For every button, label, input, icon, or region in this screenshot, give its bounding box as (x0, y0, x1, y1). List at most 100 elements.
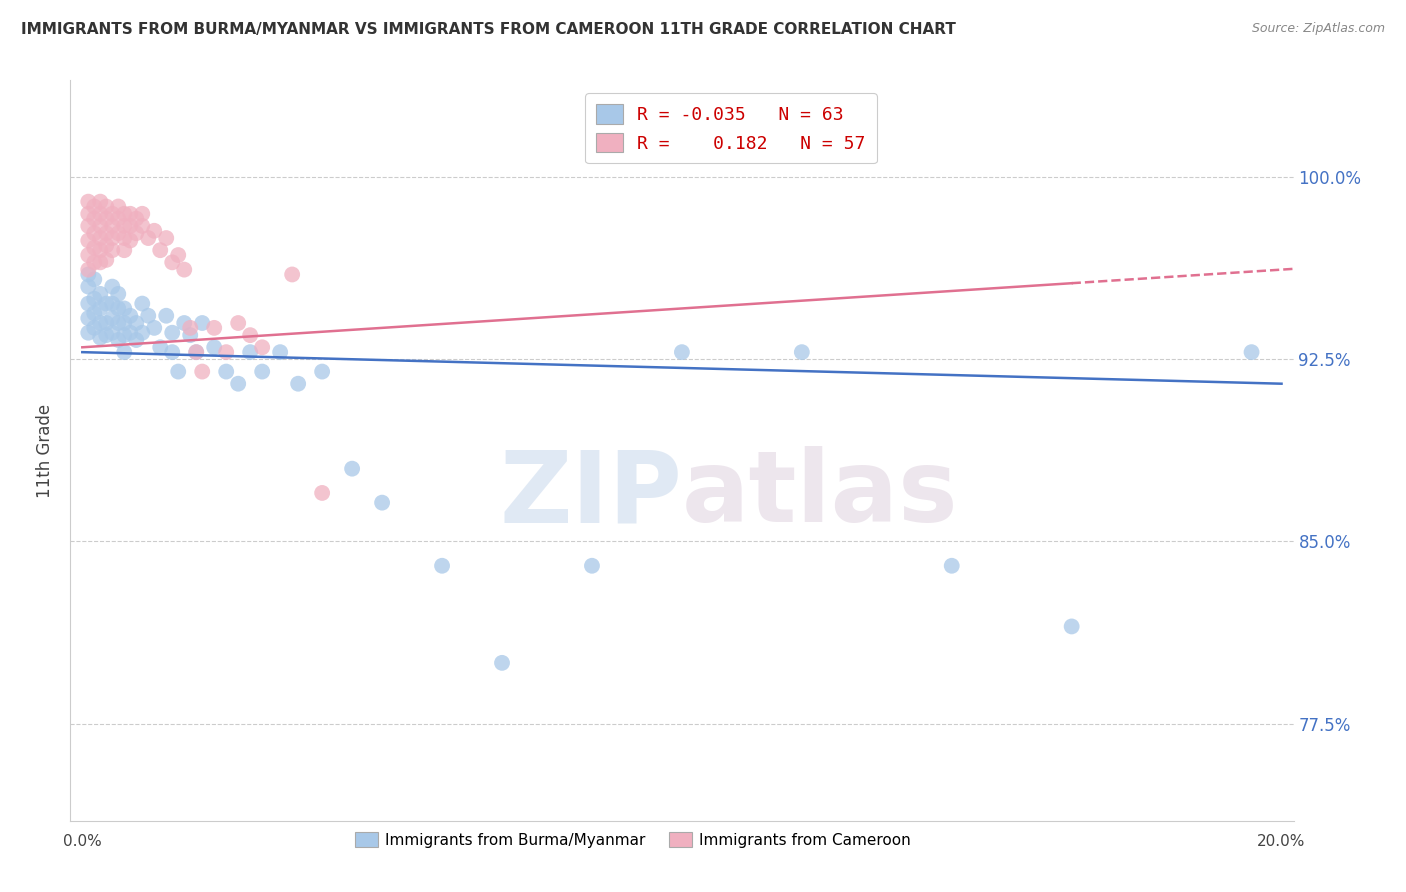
Point (101, 219, 124, 233)
Point (311, 365, 333, 379)
Point (287, 376, 309, 391)
Point (250, 340, 273, 354)
Point (226, 316, 249, 330)
Point (112, 231, 135, 245)
Point (83, 292, 105, 306)
Point (311, 486, 333, 500)
Y-axis label: 11th Grade: 11th Grade (37, 403, 55, 498)
Point (77, 279, 100, 293)
Point (96, 226, 118, 240)
Point (77, 296, 100, 310)
Point (149, 340, 172, 354)
Point (340, 461, 363, 475)
Point (202, 321, 225, 335)
Point (89, 194, 111, 209)
Point (131, 326, 153, 340)
Point (191, 365, 214, 379)
Point (149, 243, 172, 257)
Point (101, 207, 124, 221)
Point (77, 207, 100, 221)
Text: ZIP: ZIP (499, 446, 682, 543)
Point (96, 252, 118, 267)
Point (167, 365, 190, 379)
Point (89, 219, 111, 233)
Point (131, 207, 153, 221)
Point (215, 345, 238, 359)
Point (77, 234, 100, 248)
Point (77, 194, 100, 209)
Point (107, 333, 129, 347)
Point (101, 231, 124, 245)
Legend: Immigrants from Burma/Myanmar, Immigrants from Cameroon: Immigrants from Burma/Myanmar, Immigrant… (349, 825, 917, 854)
Point (186, 345, 208, 359)
Point (202, 340, 225, 354)
Text: atlas: atlas (682, 446, 959, 543)
Point (83, 226, 105, 240)
Point (226, 376, 249, 391)
Point (120, 219, 142, 233)
Point (96, 328, 118, 343)
Point (101, 279, 124, 293)
Text: IMMIGRANTS FROM BURMA/MYANMAR VS IMMIGRANTS FROM CAMEROON 11TH GRADE CORRELATION: IMMIGRANTS FROM BURMA/MYANMAR VS IMMIGRA… (21, 22, 956, 37)
Point (120, 207, 142, 221)
Point (136, 309, 159, 323)
Point (167, 248, 190, 262)
Point (186, 345, 208, 359)
Point (77, 262, 100, 277)
Point (77, 219, 100, 233)
Point (120, 234, 142, 248)
Point (83, 306, 105, 320)
Point (83, 321, 105, 335)
Point (89, 286, 111, 301)
Point (83, 272, 105, 286)
Point (112, 301, 135, 316)
Point (131, 219, 153, 233)
Point (101, 243, 124, 257)
Point (77, 326, 100, 340)
Point (671, 345, 693, 359)
Point (112, 243, 135, 257)
Point (125, 316, 148, 330)
Point (89, 243, 111, 257)
Point (125, 211, 148, 226)
Point (107, 286, 129, 301)
Point (155, 309, 177, 323)
Point (101, 296, 124, 310)
Point (89, 207, 111, 221)
Point (239, 345, 262, 359)
Point (250, 365, 273, 379)
Point (941, 558, 963, 573)
Point (191, 316, 214, 330)
Point (155, 231, 177, 245)
Point (281, 268, 304, 282)
Point (371, 496, 394, 510)
Point (101, 326, 124, 340)
Point (96, 200, 118, 214)
Point (179, 328, 201, 343)
Point (107, 226, 129, 240)
Point (107, 211, 129, 226)
Point (430, 558, 453, 573)
Point (83, 241, 105, 255)
Point (143, 224, 166, 238)
Point (83, 211, 105, 226)
Point (89, 301, 111, 316)
Point (239, 328, 262, 343)
Point (125, 333, 148, 347)
Point (112, 328, 135, 343)
Point (160, 255, 183, 269)
Point (179, 321, 201, 335)
Point (790, 345, 813, 359)
Point (131, 296, 153, 310)
Point (107, 316, 129, 330)
Point (107, 301, 129, 316)
Point (160, 326, 183, 340)
Text: 20.0%: 20.0% (1257, 834, 1306, 849)
Point (160, 345, 183, 359)
Point (143, 321, 166, 335)
Point (1240, 345, 1263, 359)
Point (112, 207, 135, 221)
Point (77, 311, 100, 326)
Point (491, 656, 513, 670)
Point (96, 316, 118, 330)
